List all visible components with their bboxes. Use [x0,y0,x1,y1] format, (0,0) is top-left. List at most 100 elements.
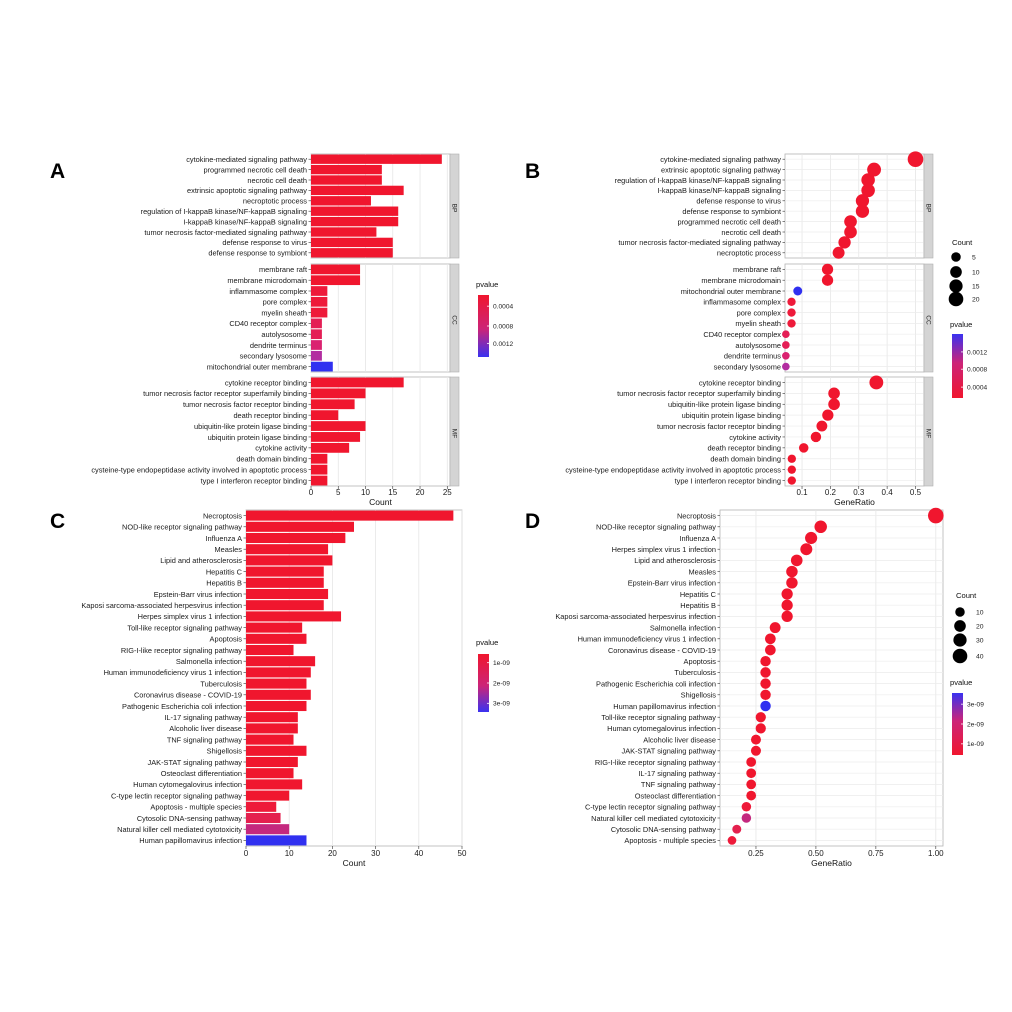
bar-pathogenic-escherichia-coli-infection [246,700,307,712]
bar-regulation-of-i-kappab-kinase-nf-kappab-signaling [311,206,399,216]
point-tumor-necrosis-factor-receptor-binding [816,420,828,432]
panel-letter: C [50,510,65,533]
pvalue-legend: pvalue 1e-09 2e-09 3e-09 [476,638,510,712]
facet-strip-label: MF [451,429,458,438]
facet-cc: membrane raft membrane microdomain inflamm… [207,263,460,373]
y-tick-label: ubiquitin protein ligase binding [682,411,781,420]
colorbar-label: 3e-09 [967,702,984,709]
colorbar-label: 2e-09 [967,721,984,728]
point-myelin-sheath [787,319,796,328]
point-necroptosis [928,507,944,524]
y-tick-label: ubiquitin protein ligase binding [208,433,307,442]
y-tick-label: myelin sheath [261,308,307,317]
bar-hepatitis-c [246,566,324,577]
bar-tumor-necrosis-factor-mediated-signaling-pathway [311,227,377,237]
bar-tumor-necrosis-factor-receptor-binding [311,399,355,410]
size-legend-label: 20 [976,624,984,631]
y-tick-label: CD40 receptor complex [229,319,307,328]
bar-alcoholic-liver-disease [246,723,298,734]
y-tick-label: tumor necrosis factor-mediated signaling… [144,228,307,237]
x-tick-label: 0 [244,849,249,858]
colorbar-label: 0.0004 [967,385,988,392]
pvalue-legend-title: pvalue [950,320,972,329]
bar-toll-like-receptor-signaling-pathway [246,622,303,633]
bar-c-type-lectin-receptor-signaling-pathway [246,790,290,801]
y-tick-label: Human cytomegalovirus infection [133,780,242,789]
y-tick-label: Influenza A [679,534,716,543]
plot-panel [310,263,451,373]
bar-shigellosis [246,745,307,756]
y-tick-label: Herpes simplex virus 1 infection [612,545,716,554]
colorbar-label: 1e-09 [967,741,984,748]
bar-coronavirus-disease-covid-19 [246,689,311,700]
y-tick-label: Coronavirus disease - COVID-19 [134,691,242,700]
point-osteoclast-differentiation [746,790,757,801]
y-tick-label: Apoptosis - multiple species [150,803,242,812]
y-tick-label: cysteine-type endopeptidase activity inv… [565,465,781,474]
y-tick-label: I-kappaB kinase/NF-kappaB signaling [657,186,781,195]
point-necrotic-cell-death [844,225,857,239]
y-tick-label: tumor necrosis factor receptor binding [183,400,307,409]
point-pathogenic-escherichia-coli-infection [760,678,771,689]
size-legend-title: Count [956,591,977,600]
y-tick-label: Epstein-Barr virus infection [154,590,242,599]
y-tick-label: Salmonella infection [176,657,242,666]
bar-autolysosome [311,329,322,340]
point-human-papillomavirus-infection [760,700,771,712]
x-tick-label: 40 [414,849,423,858]
y-tick-label: tumor necrosis factor receptor superfami… [617,389,781,398]
y-tick-label: membrane raft [259,265,307,274]
bar-epstein-barr-virus-infection [246,588,329,600]
y-tick-label: extrinsic apoptotic signaling pathway [187,186,307,195]
panel-letter: D [525,510,540,533]
facet-strip [923,376,934,487]
point-ubiquitin-like-protein-ligase-binding [828,398,840,411]
facet-strip [449,376,460,487]
bar-defense-response-to-virus [311,237,393,248]
bar-influenza-a [246,532,346,544]
point-c-type-lectin-receptor-signaling-pathway [741,802,752,812]
y-tick-label: membrane raft [733,265,781,274]
y-tick-label: Kaposi sarcoma-associated herpesvirus in… [81,601,242,610]
pvalue-legend: pvalue 0.0004 0.0008 0.0012 [476,280,514,357]
x-tick-label: 10 [361,488,370,497]
facet-strip-label: MF [925,429,932,438]
facet-bp: cytokine-mediated signaling pathwayextri… [615,151,934,259]
x-tick-label: 1.00 [928,849,944,858]
point-tumor-necrosis-factor-mediated-signaling-pathway [838,236,851,249]
y-tick-label: secondary lysosome [240,352,307,361]
bar-rig-i-like-receptor-signaling-pathway [246,644,294,656]
y-tick-label: Epstein-Barr virus infection [628,579,716,588]
y-tick-label: type I interferon receptor binding [675,476,781,485]
x-tick-label: 0.1 [796,488,808,497]
y-tick-label: inflammasome complex [703,298,781,307]
y-tick-label: RIG-I-like receptor signaling pathway [121,646,242,655]
x-tick-label: 50 [458,849,467,858]
point-extrinsic-apoptotic-signaling-pathway [867,162,881,177]
point-human-cytomegalovirus-infection [755,723,766,734]
y-tick-label: cysteine-type endopeptidase activity inv… [91,465,307,474]
y-tick-label: defense response to symbiont [682,207,781,216]
bar-programmed-necrotic-cell-death [311,164,382,175]
point-pore-complex [787,308,796,317]
bar-pore-complex [311,296,328,307]
y-tick-label: inflammasome complex [229,287,307,296]
colorbar-label: 1e-09 [493,660,510,667]
facet-strip [449,153,460,259]
y-tick-label: Necroptosis [203,511,242,520]
point-alcoholic-liver-disease [750,734,761,745]
y-tick-label: mitochondrial outer membrane [207,362,307,371]
point-shigellosis [760,689,771,701]
y-tick-label: membrane microdomain [227,276,307,285]
point-coronavirus-disease-covid-19 [765,644,776,656]
y-tick-label: regulation of I-kappaB kinase/NF-kappaB … [141,207,307,216]
y-tick-label: Hepatitis C [206,567,243,576]
point-human-immunodeficiency-virus-1-infection [765,633,776,645]
point-measles [786,565,798,578]
bar-cytokine-receptor-binding [311,377,404,388]
y-tick-label: Apoptosis [684,657,717,666]
facet-cc: membrane raft membrane microdomain mitocho… [681,263,934,373]
y-tick-label: Measles [688,567,716,576]
point-defense-response-to-virus [855,194,870,208]
